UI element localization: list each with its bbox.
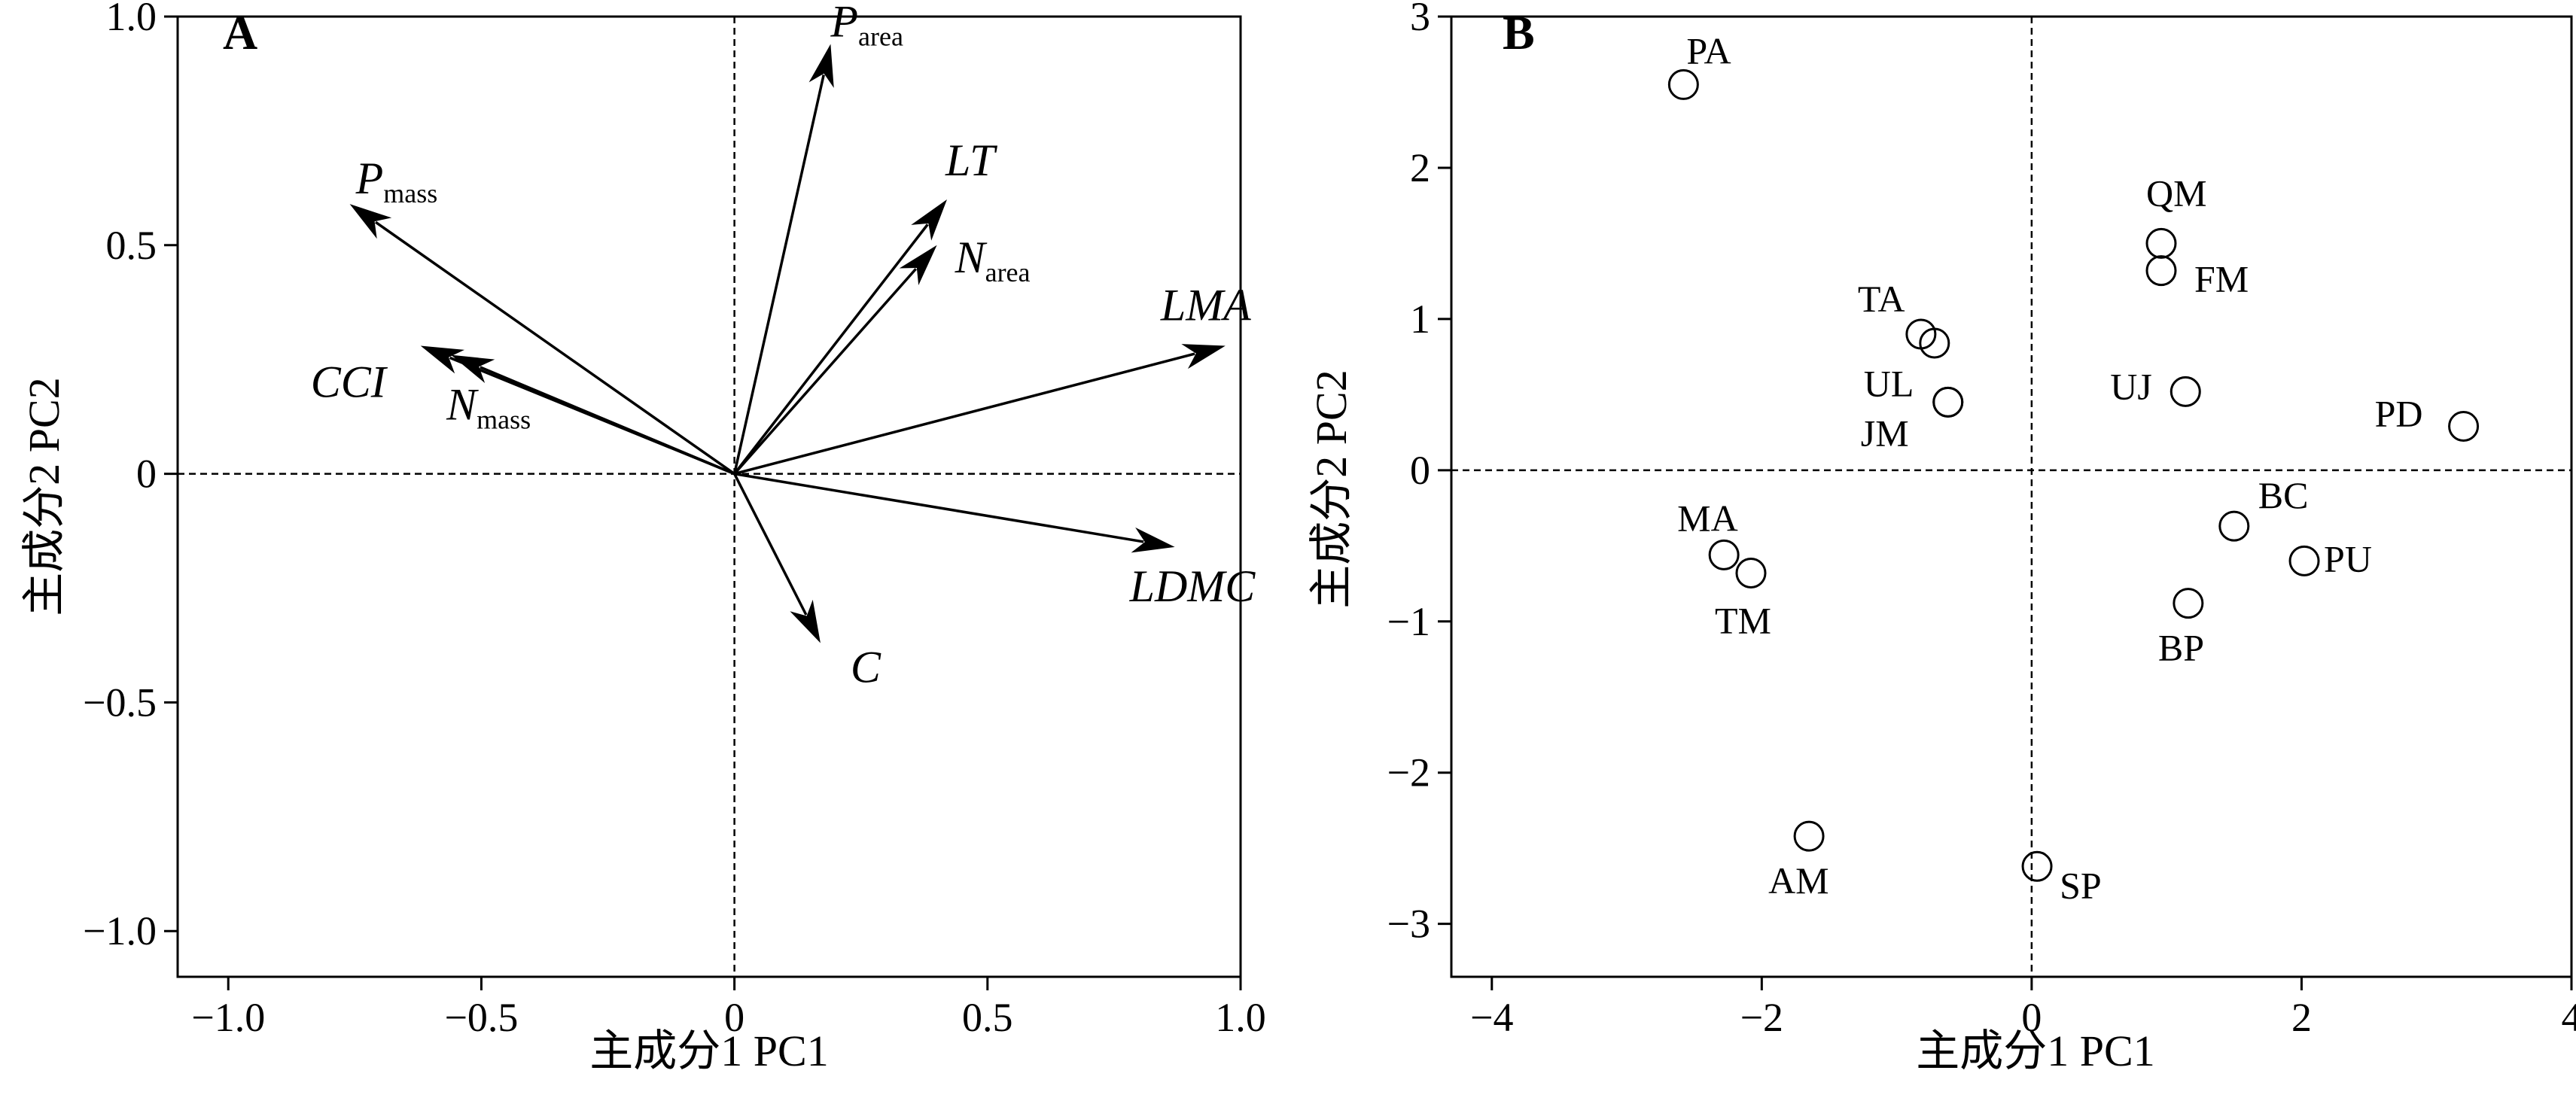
panel-a-y-axis-label: 主成分2 PC2 <box>20 377 69 616</box>
site-point-am <box>1793 820 1825 852</box>
loading-vector-ldmc <box>734 472 1144 543</box>
site-point-pu <box>2288 545 2320 576</box>
loading-arrowhead-lma <box>1181 344 1226 369</box>
panel-a-y-axis-ticks: −1.0 −0.5 0 0.5 1.0 <box>83 0 178 953</box>
site-point-ma <box>1708 539 1740 570</box>
site-label-tm: TM <box>1715 599 1771 641</box>
panel-b-y-tick-label: −3 <box>1387 902 1430 947</box>
panel-b-frame <box>1450 15 2573 978</box>
loading-vector-p-mass <box>374 220 735 476</box>
site-point-sp <box>2021 850 2053 882</box>
vector-label-p-area: Parea <box>830 0 903 51</box>
panel-a-loadings-plot: A −1.0 −0.5 0 0.5 1.0 −1.0 −0.5 0 0.5 1.0 Parea L… <box>20 0 1266 1075</box>
panel-a-y-tick-label: −1.0 <box>83 908 157 953</box>
panel-a-reference-lines <box>178 17 1241 977</box>
panel-b-x-tick-label: 2 <box>2291 995 2312 1040</box>
site-label-am: AM <box>1768 859 1829 902</box>
panel-a-x-tick-label: −0.5 <box>444 995 518 1040</box>
panel-a-x-tick-label: 1.0 <box>1215 995 1266 1040</box>
panel-b-x-axis-ticks: −4 −2 0 2 4 <box>1470 977 2576 1040</box>
panel-b-x-tick-label: 0 <box>2021 995 2042 1040</box>
loading-vector-lma <box>734 352 1195 476</box>
panel-a-x-axis-ticks: −1.0 −0.5 0 0.5 1.0 <box>191 977 1266 1040</box>
panel-b-site-points: PA QM FM TA UL JM UJ PD BC PU BP MA TM AM SP <box>1667 29 2480 906</box>
site-point-bc <box>2218 510 2250 542</box>
panel-a-y-tick-label: −0.5 <box>83 680 157 725</box>
site-label-jm: JM <box>1861 412 1909 454</box>
panel-a-y-tick-label: 1.0 <box>106 0 157 39</box>
panel-b-y-axis-ticks: −3 −2 −1 0 1 2 3 <box>1387 0 1451 947</box>
loading-arrowhead-p-mass <box>349 204 392 239</box>
panel-a-x-tick-label: 0 <box>724 995 744 1040</box>
panel-b-y-tick-label: −1 <box>1387 599 1430 644</box>
panel-b-reference-lines <box>1451 17 2571 977</box>
vector-label-p-mass: Pmass <box>355 154 438 208</box>
site-label-pu: PU <box>2324 537 2372 579</box>
vector-label-n-mass: Nmass <box>446 380 531 435</box>
site-label-bp: BP <box>2158 627 2204 669</box>
loading-arrowhead-cci <box>420 345 465 374</box>
site-point-bp <box>2173 588 2204 619</box>
panel-b-y-tick-label: 3 <box>1410 0 1430 39</box>
loading-vector-p-area <box>732 75 825 475</box>
panel-a-y-tick-label: 0.5 <box>106 223 157 268</box>
site-label-fm: FM <box>2194 258 2249 300</box>
panel-b-y-tick-label: −2 <box>1387 750 1430 795</box>
panel-a-x-axis-label: 主成分1 PC1 <box>589 1026 828 1075</box>
site-label-qm: QM <box>2146 172 2207 214</box>
panel-a-y-tick-label: 0 <box>136 452 157 497</box>
site-label-ta: TA <box>1858 278 1905 320</box>
panel-b-x-tick-label: −4 <box>1470 995 1513 1040</box>
loading-arrowhead-lt <box>911 199 948 241</box>
site-label-sp: SP <box>2060 864 2102 906</box>
loading-arrowhead-n-mass <box>451 354 495 383</box>
panel-b-x-tick-label: 4 <box>2562 995 2576 1040</box>
site-point-pa <box>1667 68 1699 100</box>
site-label-bc: BC <box>2258 474 2309 516</box>
panel-b-y-axis-label: 主成分2 PC2 <box>1307 369 1356 608</box>
loading-vector-c <box>733 473 808 616</box>
site-label-uj: UJ <box>2110 365 2152 407</box>
site-label-ma: MA <box>1677 497 1738 539</box>
vector-label-lma: LMA <box>1160 280 1251 330</box>
loading-arrowhead-c <box>790 599 821 643</box>
site-point-fm <box>2145 255 2177 287</box>
panel-a-letter: A <box>223 6 257 59</box>
panel-b-x-tick-label: −2 <box>1740 995 1783 1040</box>
site-point-uj <box>2170 376 2201 407</box>
site-label-pd: PD <box>2375 393 2423 435</box>
loading-vector-lt <box>733 224 929 475</box>
panel-a-x-tick-label: −1.0 <box>191 995 265 1040</box>
panel-b-x-axis-label: 主成分1 PC1 <box>1916 1026 2154 1075</box>
panel-b-y-tick-label: 0 <box>1410 448 1430 493</box>
site-point-qm <box>2145 227 2177 259</box>
loading-vector-n-area <box>733 268 918 475</box>
loading-arrowhead-ldmc <box>1131 527 1175 553</box>
panel-a-loading-vectors: Parea LT Narea LMA LDMC C Pmass CCI Nmass <box>311 0 1256 692</box>
loading-arrowhead-n-area <box>899 245 937 286</box>
site-point-pd <box>2448 411 2480 442</box>
site-point-tm <box>1735 557 1767 588</box>
vector-label-ldmc: LDMC <box>1129 561 1256 611</box>
site-label-pa: PA <box>1686 29 1731 71</box>
site-point-jm <box>1932 386 1964 418</box>
panel-b-y-tick-label: 1 <box>1410 297 1430 342</box>
site-label-ul: UL <box>1864 362 1914 404</box>
panel-a-x-tick-label: 0.5 <box>962 995 1013 1040</box>
loading-arrowhead-p-area <box>808 44 834 88</box>
vector-label-c: C <box>851 642 882 692</box>
site-point-unlabeled-4 <box>1919 327 1950 359</box>
vector-label-lt: LT <box>945 135 997 185</box>
vector-label-cci: CCI <box>311 357 388 406</box>
panel-a-frame <box>176 15 1242 978</box>
panel-b-y-tick-label: 2 <box>1410 145 1430 190</box>
loading-vector-n-mass <box>480 366 735 476</box>
vector-label-n-area: Narea <box>955 233 1031 287</box>
panel-b-letter: B <box>1503 6 1535 59</box>
